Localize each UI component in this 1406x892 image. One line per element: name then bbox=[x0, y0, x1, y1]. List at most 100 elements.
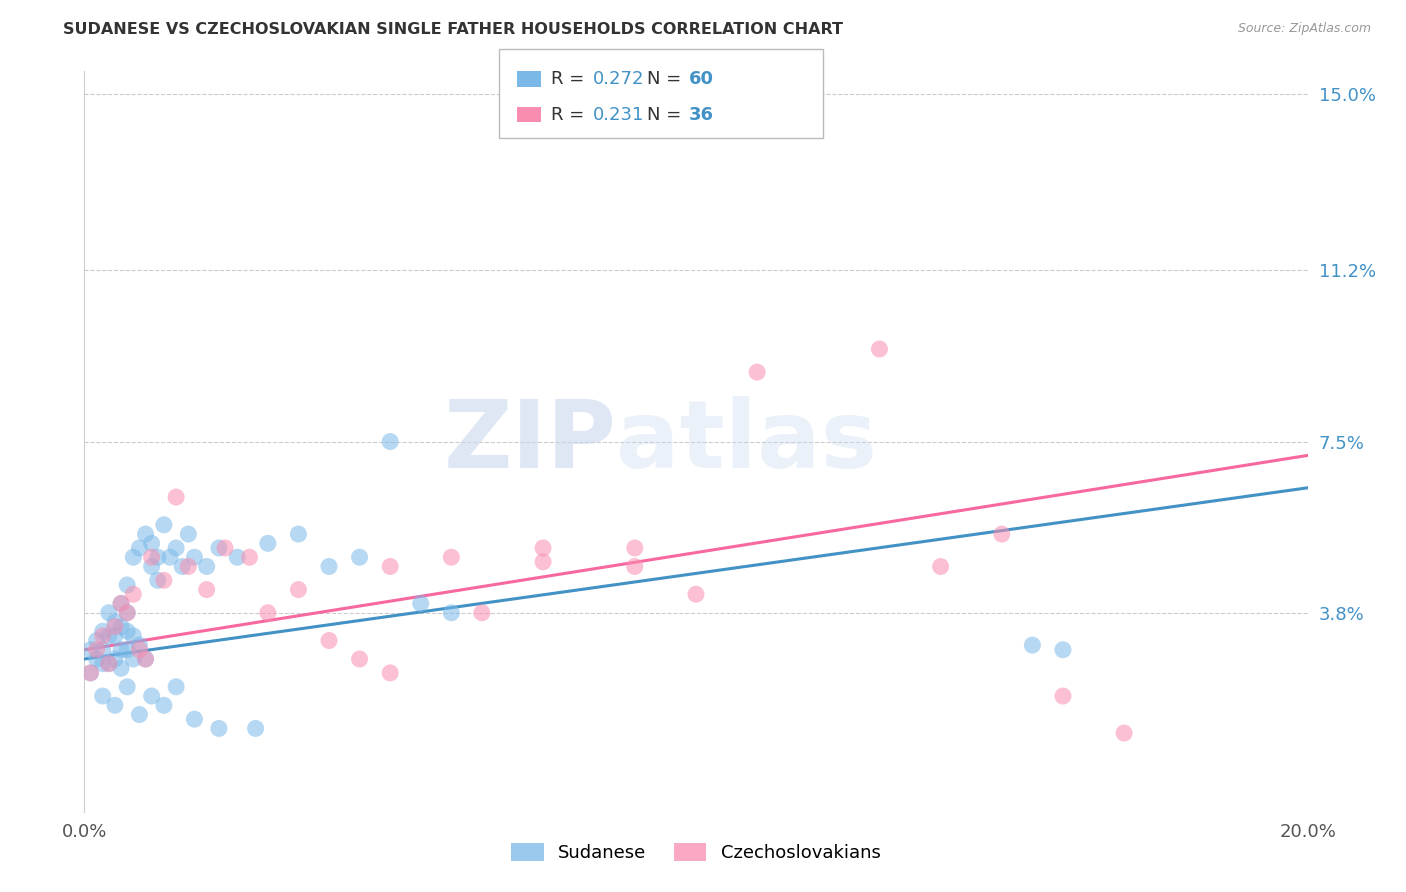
Point bbox=[349, 550, 371, 565]
Point bbox=[141, 559, 163, 574]
Point bbox=[146, 550, 169, 565]
Point bbox=[153, 698, 176, 713]
Point bbox=[165, 680, 187, 694]
Point bbox=[195, 559, 218, 574]
Point bbox=[86, 633, 108, 648]
Point bbox=[122, 550, 145, 565]
Point bbox=[624, 541, 647, 555]
Point bbox=[91, 689, 114, 703]
Point bbox=[110, 597, 132, 611]
Point bbox=[471, 606, 494, 620]
Point bbox=[1114, 726, 1136, 740]
Point bbox=[86, 652, 108, 666]
Point bbox=[238, 550, 260, 565]
Point bbox=[104, 629, 127, 643]
Point bbox=[245, 722, 267, 736]
Point bbox=[110, 597, 132, 611]
Point bbox=[257, 606, 280, 620]
Point bbox=[79, 665, 101, 680]
Point bbox=[1052, 689, 1074, 703]
Point bbox=[86, 642, 108, 657]
Point bbox=[141, 536, 163, 550]
Point bbox=[349, 652, 371, 666]
Point bbox=[287, 527, 309, 541]
Point bbox=[115, 642, 138, 657]
Point bbox=[91, 657, 114, 671]
Legend: Sudanese, Czechoslovakians: Sudanese, Czechoslovakians bbox=[505, 836, 887, 870]
Point bbox=[380, 559, 402, 574]
Text: atlas: atlas bbox=[616, 395, 877, 488]
Point bbox=[128, 638, 150, 652]
Point bbox=[380, 434, 402, 449]
Point bbox=[172, 559, 194, 574]
Point bbox=[97, 657, 120, 671]
Point bbox=[104, 615, 127, 629]
Text: Source: ZipAtlas.com: Source: ZipAtlas.com bbox=[1237, 22, 1371, 36]
Point bbox=[110, 619, 132, 633]
Point bbox=[146, 574, 169, 588]
Text: N =: N = bbox=[647, 105, 681, 124]
Point bbox=[128, 642, 150, 657]
Point bbox=[115, 680, 138, 694]
Text: 0.231: 0.231 bbox=[593, 105, 645, 124]
Text: SUDANESE VS CZECHOSLOVAKIAN SINGLE FATHER HOUSEHOLDS CORRELATION CHART: SUDANESE VS CZECHOSLOVAKIAN SINGLE FATHE… bbox=[63, 22, 844, 37]
Point bbox=[110, 642, 132, 657]
Point bbox=[409, 597, 432, 611]
Point bbox=[122, 587, 145, 601]
Point bbox=[159, 550, 181, 565]
Point bbox=[104, 652, 127, 666]
Text: 0.272: 0.272 bbox=[593, 70, 645, 88]
Point bbox=[128, 707, 150, 722]
Point bbox=[128, 541, 150, 555]
Point bbox=[79, 642, 101, 657]
Point bbox=[208, 722, 231, 736]
Point bbox=[91, 624, 114, 639]
Text: ZIP: ZIP bbox=[443, 395, 616, 488]
Point bbox=[747, 365, 769, 379]
Point bbox=[141, 550, 163, 565]
Point bbox=[141, 689, 163, 703]
Point bbox=[685, 587, 707, 601]
Point bbox=[115, 606, 138, 620]
Point bbox=[104, 619, 127, 633]
Point bbox=[122, 652, 145, 666]
Point bbox=[97, 606, 120, 620]
Point bbox=[208, 541, 231, 555]
Point bbox=[135, 527, 157, 541]
Point bbox=[991, 527, 1014, 541]
Point bbox=[1052, 642, 1074, 657]
Point bbox=[135, 652, 157, 666]
Point bbox=[110, 661, 132, 675]
Point bbox=[531, 555, 554, 569]
Point bbox=[115, 624, 138, 639]
Point bbox=[440, 606, 463, 620]
Point bbox=[531, 541, 554, 555]
Point bbox=[135, 652, 157, 666]
Text: N =: N = bbox=[647, 70, 681, 88]
Text: 36: 36 bbox=[689, 105, 714, 124]
Point bbox=[318, 559, 340, 574]
Point bbox=[91, 629, 114, 643]
Point bbox=[380, 665, 402, 680]
Point bbox=[153, 517, 176, 532]
Point bbox=[153, 574, 176, 588]
Point bbox=[869, 342, 891, 356]
Point bbox=[122, 629, 145, 643]
Point bbox=[929, 559, 952, 574]
Point bbox=[624, 559, 647, 574]
Point bbox=[257, 536, 280, 550]
Point bbox=[440, 550, 463, 565]
Point bbox=[97, 657, 120, 671]
Point bbox=[177, 527, 200, 541]
Point bbox=[318, 633, 340, 648]
Text: R =: R = bbox=[551, 105, 585, 124]
Point bbox=[165, 541, 187, 555]
Point bbox=[97, 629, 120, 643]
Point bbox=[79, 665, 101, 680]
Point bbox=[115, 606, 138, 620]
Point bbox=[104, 698, 127, 713]
Text: 60: 60 bbox=[689, 70, 714, 88]
Point bbox=[177, 559, 200, 574]
Point bbox=[214, 541, 236, 555]
Point bbox=[287, 582, 309, 597]
